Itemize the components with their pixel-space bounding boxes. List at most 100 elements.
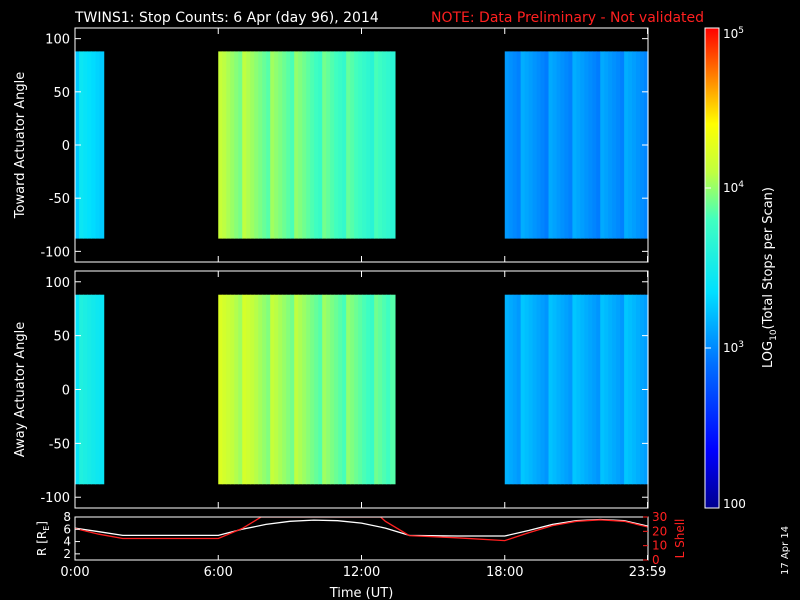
away-data-column (628, 294, 633, 485)
toward-data-column (504, 51, 510, 239)
away-data-column (358, 294, 363, 485)
away-data-block-2 (390, 294, 396, 485)
toward-data-column (524, 51, 530, 239)
radius-tick-label: 2 (63, 547, 71, 561)
toward-data-column (608, 51, 613, 239)
away-data-column (548, 294, 554, 485)
toward-data-column (544, 51, 550, 239)
toward-data-column (362, 51, 367, 239)
radius-axis-label: R [RE] (35, 521, 51, 556)
toward-data-column (322, 51, 327, 239)
away-data-column (540, 294, 546, 485)
figure-title: TWINS1: Stop Counts: 6 Apr (day 96), 201… (74, 10, 379, 26)
toward-data-column (632, 51, 637, 239)
toward-data-block-1 (218, 51, 391, 239)
away-data-column (596, 294, 601, 485)
away-data-column (366, 294, 371, 485)
toward-data-column (87, 51, 92, 239)
away-data-column (544, 294, 550, 485)
toward-ytick-label: 50 (53, 86, 70, 101)
colorbar-tick-exp: 3 (738, 340, 744, 350)
lshell-tick-label: 10 (652, 539, 667, 553)
away-data-column (620, 294, 625, 485)
toward-data-column (596, 51, 601, 239)
toward-data-column (636, 51, 641, 239)
away-data-column (87, 294, 92, 485)
toward-data-column (242, 51, 247, 239)
away-data-column (230, 294, 235, 485)
away-data-column (99, 294, 105, 485)
preliminary-note: NOTE: Data Preliminary - Not validated (431, 10, 704, 26)
toward-data-column (604, 51, 609, 239)
away-data-column (556, 294, 562, 485)
away-data-column (604, 294, 609, 485)
radius-tick-label: 4 (63, 535, 71, 549)
toward-data-column (532, 51, 538, 239)
toward-data-column (246, 51, 251, 239)
radius-axis-label-main: R [R (35, 531, 49, 556)
toward-data-column (346, 51, 351, 239)
toward-ylabel: Toward Actuator Angle (13, 72, 28, 219)
date-stamp: 17 Apr 14 (780, 526, 791, 575)
away-data-column (362, 294, 367, 485)
away-data-column (632, 294, 637, 485)
toward-data-column (568, 51, 573, 239)
away-data-column (322, 294, 327, 485)
toward-data-column (612, 51, 617, 239)
away-data-column (592, 294, 597, 485)
toward-data-column (386, 51, 391, 239)
away-data-column (512, 294, 518, 485)
away-data-column (572, 294, 577, 485)
away-data-column (568, 294, 573, 485)
toward-data-column (342, 51, 347, 239)
toward-data-column (234, 51, 239, 239)
away-data-column (278, 294, 283, 485)
away-data-column (302, 294, 307, 485)
away-data-column (326, 294, 331, 485)
toward-data-column (616, 51, 621, 239)
toward-data-column (358, 51, 363, 239)
away-data-column (266, 294, 271, 485)
away-data-column (584, 294, 589, 485)
away-data-column (250, 294, 255, 485)
toward-data-column (548, 51, 554, 239)
toward-data-column (508, 51, 514, 239)
away-data-column (580, 294, 585, 485)
away-ytick-label: -100 (40, 491, 70, 506)
toward-data-column (226, 51, 231, 239)
away-ytick-label: 0 (62, 384, 70, 399)
away-data-column (218, 294, 223, 485)
toward-data-column (520, 51, 526, 239)
toward-data-column (230, 51, 235, 239)
away-data-column (258, 294, 263, 485)
toward-data-column (588, 51, 593, 239)
away-data-column (588, 294, 593, 485)
colorbar-tick-exp: 4 (738, 180, 744, 190)
toward-actuator-panel: -100 -50 0 50 100 Toward Actuator Angle (13, 27, 649, 263)
toward-data-column (584, 51, 589, 239)
toward-data-column (338, 51, 343, 239)
toward-data-column (326, 51, 331, 239)
toward-data-column (310, 51, 315, 239)
toward-data-column (576, 51, 581, 239)
colorbar-label-sub: 10 (769, 329, 779, 341)
away-data-column (83, 294, 88, 485)
away-data-column (532, 294, 538, 485)
away-data-column (576, 294, 581, 485)
away-ytick-label: 50 (53, 330, 70, 345)
toward-data-column (378, 51, 383, 239)
toward-data-column (540, 51, 546, 239)
away-data-block-1 (218, 294, 391, 485)
away-data-column (504, 294, 510, 485)
away-data-column (290, 294, 295, 485)
toward-data-column (254, 51, 259, 239)
away-data-column (318, 294, 323, 485)
time-tick-label: 6:00 (204, 565, 233, 580)
toward-data-column (580, 51, 585, 239)
toward-data-column (370, 51, 375, 239)
toward-ytick-label: -50 (49, 192, 70, 207)
time-axis-label: Time (UT) (329, 586, 394, 600)
toward-data-block-3 (504, 51, 649, 239)
